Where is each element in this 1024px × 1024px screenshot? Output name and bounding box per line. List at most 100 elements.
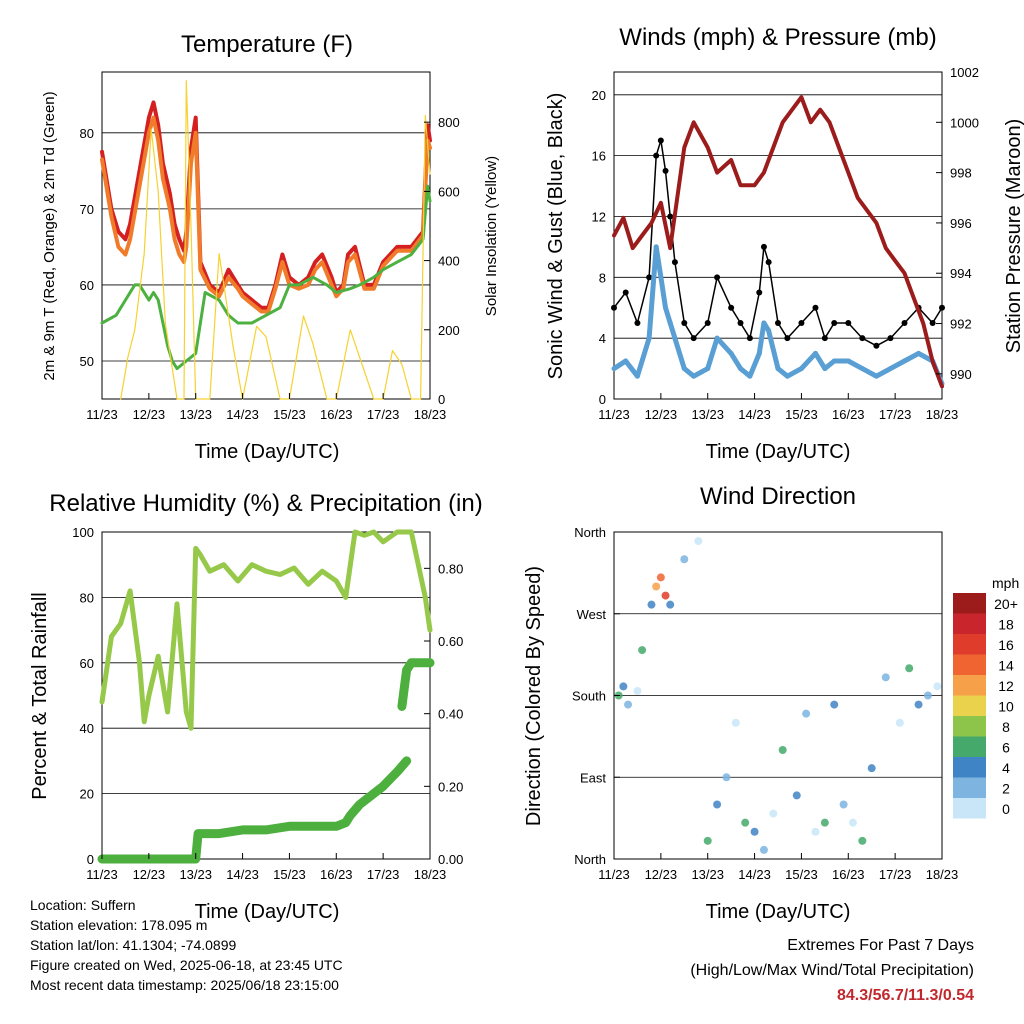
colorbar-label: 2 bbox=[1002, 781, 1010, 797]
direction-point bbox=[750, 827, 759, 836]
station-info: Location: Suffern Station elevation: 178… bbox=[30, 895, 343, 995]
direction-point bbox=[666, 600, 675, 609]
humidity-x-ticks: 11/23 12/23 13/23 14/23 15/23 16/23 17/23 18/23 bbox=[86, 853, 446, 882]
temperature-title: Temperature (F) bbox=[181, 31, 353, 58]
wind-direction-gridlines bbox=[614, 613, 942, 778]
winds-ylabel-right: Station Pressure (Maroon) bbox=[1003, 119, 1024, 354]
right-tick-label: 990 bbox=[950, 367, 972, 382]
winds-plot-frame bbox=[613, 71, 943, 400]
x-tick-label: 18/23 bbox=[926, 407, 959, 422]
temperature-ylabel-right: Solar Insolation (Yellow) bbox=[483, 156, 500, 316]
colorbar-swatch bbox=[953, 695, 986, 716]
series-point bbox=[929, 319, 936, 326]
colorbar-label: 10 bbox=[998, 699, 1014, 715]
series-point bbox=[681, 366, 687, 372]
x-tick-label: 14/23 bbox=[738, 407, 771, 422]
direction-point bbox=[895, 718, 904, 727]
humidity-series bbox=[97, 529, 435, 864]
humidity-precip-panel: Relative Humidity (%) & Precipitation (i… bbox=[29, 490, 483, 923]
right-tick-label: 992 bbox=[950, 317, 972, 332]
y-tick-label: West bbox=[577, 607, 607, 622]
colorbar-label: 20+ bbox=[994, 596, 1018, 612]
x-tick-label: 18/23 bbox=[926, 867, 959, 882]
direction-point bbox=[778, 746, 787, 754]
series-point bbox=[646, 274, 653, 281]
colorbar-swatch bbox=[953, 716, 986, 737]
series-point bbox=[738, 366, 744, 372]
extremes-heading: Extremes For Past 7 Days bbox=[787, 937, 974, 954]
series-point bbox=[859, 335, 866, 342]
series-point bbox=[634, 319, 641, 326]
y-tick-label: 60 bbox=[80, 656, 94, 671]
y-tick-label: North bbox=[574, 852, 606, 867]
colorbar-label: 14 bbox=[998, 658, 1014, 674]
series-point bbox=[671, 259, 678, 266]
direction-point bbox=[703, 836, 712, 845]
series-point bbox=[887, 335, 894, 342]
right-tick-label: 0 bbox=[438, 392, 445, 407]
y-tick-label: 60 bbox=[80, 278, 94, 293]
series-point bbox=[681, 319, 688, 326]
colorbar-label: 0 bbox=[1002, 801, 1010, 817]
direction-point bbox=[741, 818, 750, 827]
x-tick-label: 15/23 bbox=[785, 407, 818, 422]
temperature-plot-frame bbox=[101, 71, 431, 400]
series-point bbox=[761, 320, 767, 326]
colorbar-swatch bbox=[953, 757, 986, 778]
x-tick-label: 17/23 bbox=[367, 867, 400, 882]
direction-point bbox=[858, 836, 867, 845]
x-tick-label: 15/23 bbox=[273, 867, 306, 882]
x-tick-label: 15/23 bbox=[785, 867, 818, 882]
x-tick-label: 16/23 bbox=[832, 407, 865, 422]
x-tick-label: 14/23 bbox=[226, 867, 259, 882]
wind-direction-series bbox=[614, 537, 942, 854]
x-tick-label: 16/23 bbox=[832, 867, 865, 882]
extremes-box: Extremes For Past 7 Days (High/Low/Max W… bbox=[690, 933, 974, 1008]
series-point bbox=[756, 289, 763, 296]
wind-direction-panel: Wind Direction North East South West North 1… bbox=[523, 483, 1019, 923]
temperature-xlabel: Time (Day/UTC) bbox=[195, 441, 340, 463]
direction-point bbox=[792, 791, 801, 800]
extremes-legend: (High/Low/Max Wind/Total Precipitation) bbox=[690, 962, 974, 979]
direction-point bbox=[820, 818, 829, 827]
series-point bbox=[765, 259, 772, 266]
series-point bbox=[622, 289, 629, 296]
series-point bbox=[766, 328, 772, 334]
x-tick-label: 15/23 bbox=[273, 407, 306, 422]
series-point bbox=[672, 335, 678, 341]
direction-point bbox=[923, 691, 932, 700]
colorbar-swatch bbox=[953, 798, 986, 819]
colorbar-swatch bbox=[953, 613, 986, 634]
direction-point bbox=[633, 686, 642, 695]
series-point bbox=[714, 274, 721, 281]
series-point bbox=[784, 373, 790, 379]
direction-point bbox=[933, 682, 942, 691]
y-tick-label: South bbox=[572, 689, 606, 704]
series-point bbox=[728, 304, 735, 311]
y-tick-label: 4 bbox=[599, 331, 606, 346]
x-tick-label: 16/23 bbox=[320, 867, 353, 882]
series-point bbox=[746, 335, 753, 342]
direction-point bbox=[652, 582, 661, 591]
y-tick-label: 8 bbox=[599, 270, 606, 285]
series-point bbox=[737, 319, 744, 326]
series-point bbox=[667, 213, 674, 220]
winds-xlabel: Time (Day/UTC) bbox=[706, 441, 851, 463]
series-point bbox=[831, 358, 837, 364]
wind-direction-ylabel: Direction (Colored By Speed) bbox=[523, 566, 545, 826]
colorbar-unit: mph bbox=[992, 575, 1019, 591]
series-point bbox=[611, 366, 617, 372]
colorbar-swatch bbox=[953, 654, 986, 675]
x-tick-label: 17/23 bbox=[879, 867, 912, 882]
right-tick-label: 0.60 bbox=[438, 634, 463, 649]
wind-direction-ticks: North East South West North bbox=[572, 525, 620, 867]
right-tick-label: 994 bbox=[950, 266, 972, 281]
humidity-title: Relative Humidity (%) & Precipitation (i… bbox=[49, 490, 482, 517]
right-tick-label: 200 bbox=[438, 323, 460, 338]
series-line bbox=[612, 95, 944, 389]
colorbar-swatch bbox=[953, 736, 986, 757]
temperature-right-ticks: 0 200 400 600 800 bbox=[424, 115, 460, 407]
x-tick-label: 16/23 bbox=[320, 407, 353, 422]
station-location: Location: Suffern bbox=[30, 897, 136, 913]
